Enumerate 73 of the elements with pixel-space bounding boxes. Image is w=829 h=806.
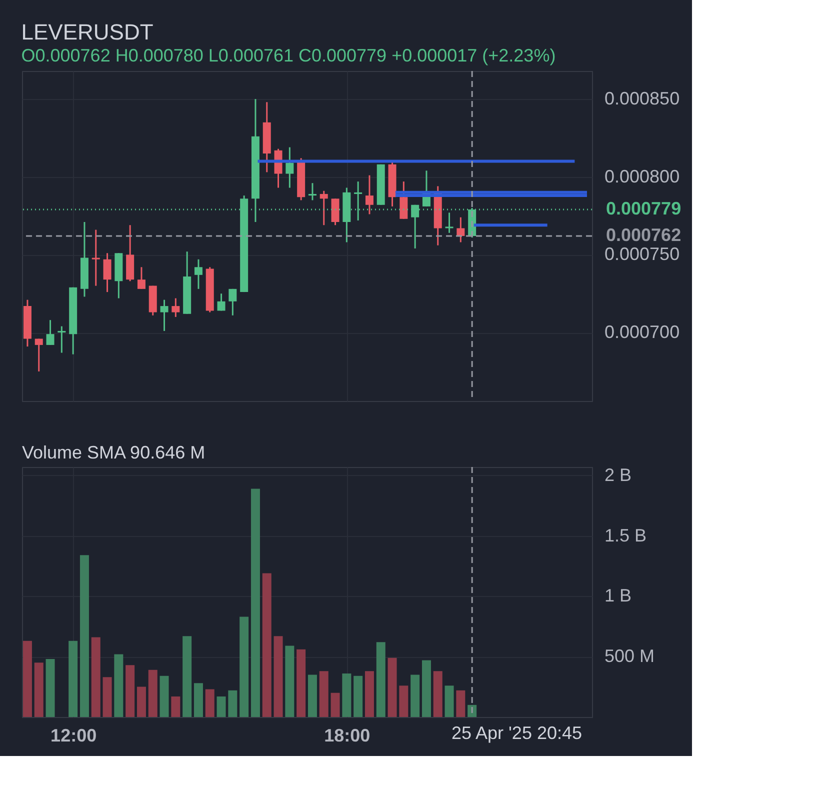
ref-line-label: 0.000762: [606, 225, 682, 245]
bar: [148, 670, 158, 717]
candlestick: [365, 174, 374, 215]
chart-subtitle: O0.000762 H0.000780 L0.000761 C0.000779 +0.000017 (+2.23%): [21, 45, 556, 66]
bar: [136, 686, 146, 717]
x-tick-label: 18:00: [324, 726, 370, 746]
candlestick: [217, 292, 226, 312]
bar: [205, 689, 214, 717]
candlestick: [58, 326, 66, 354]
candlestick: [456, 216, 465, 243]
bar: [194, 683, 203, 717]
candlestick: [92, 229, 100, 287]
bar: [444, 686, 454, 717]
bar: [160, 676, 169, 717]
bar: [262, 573, 272, 717]
x-tick-label: 12:00: [50, 726, 97, 746]
bar: [296, 649, 306, 717]
y-tick-label: 0.000700: [604, 322, 680, 342]
bar: [68, 640, 78, 717]
bar: [354, 676, 363, 717]
bar: [250, 488, 260, 717]
bar: [34, 662, 44, 717]
bar: [80, 555, 89, 717]
bar: [468, 704, 477, 717]
bar: [330, 692, 340, 717]
bar: [342, 674, 352, 717]
bar: [91, 637, 100, 717]
bar: [285, 646, 294, 717]
candlestick: [228, 288, 237, 316]
bar: [114, 654, 124, 717]
text: 25 Apr '25 20:45: [451, 723, 582, 743]
bar: [228, 690, 238, 717]
bar: [216, 696, 226, 717]
bar: [456, 690, 466, 717]
candlestick: [308, 182, 316, 201]
bar: [422, 660, 431, 717]
bar: [376, 642, 386, 717]
bar: [388, 658, 397, 717]
bar: [22, 640, 32, 717]
bar: [240, 616, 249, 717]
bar: [102, 677, 112, 717]
candlestick: [286, 146, 294, 188]
y-tick-label: 500 M: [604, 646, 655, 666]
bar: [46, 659, 55, 717]
candlestick: [445, 212, 454, 234]
candlestick: [46, 319, 54, 346]
candlestick: [331, 198, 340, 226]
bar: [171, 696, 180, 717]
y-tick-label: 1 B: [604, 586, 632, 606]
chart-title: Volume SMA 90.646 M: [22, 442, 206, 462]
ref-line-label: 0.000779: [606, 198, 682, 219]
bar: [433, 671, 442, 717]
y-tick-label: 1.5 B: [604, 525, 647, 546]
bar: [410, 674, 420, 717]
candlestick: [172, 298, 180, 318]
bar: [364, 671, 374, 717]
y-tick-label: 0.000750: [604, 244, 680, 264]
bar: [308, 674, 317, 717]
y-tick-label: 2 B: [604, 464, 632, 485]
candlestick: [103, 252, 112, 293]
bar: [319, 671, 328, 717]
y-tick-label: 0.000800: [604, 166, 680, 186]
bar: [274, 636, 283, 717]
candlestick: [320, 190, 328, 226]
bar: [399, 686, 408, 717]
chart-title: LEVERUSDT: [21, 19, 154, 44]
candlestick: [194, 258, 202, 290]
bar: [126, 665, 135, 717]
y-tick-label: 0.000850: [604, 88, 680, 109]
candlestick: [34, 338, 43, 372]
candlestick: [160, 299, 168, 332]
candlestick: [137, 266, 146, 290]
bar: [182, 636, 192, 717]
